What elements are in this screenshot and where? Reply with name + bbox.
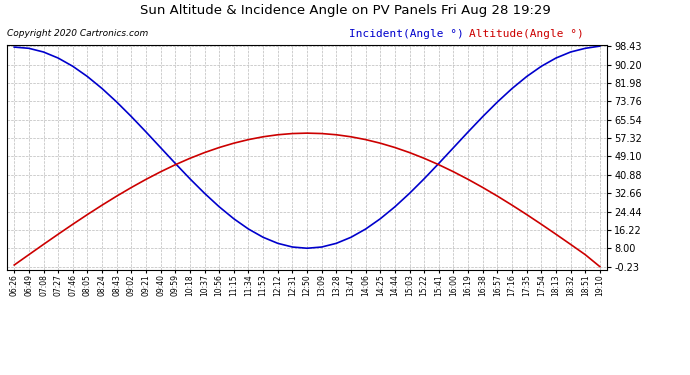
- Text: Altitude(Angle °): Altitude(Angle °): [469, 29, 584, 39]
- Text: Incident(Angle °): Incident(Angle °): [349, 29, 464, 39]
- Text: Sun Altitude & Incidence Angle on PV Panels Fri Aug 28 19:29: Sun Altitude & Incidence Angle on PV Pan…: [139, 4, 551, 17]
- Text: Copyright 2020 Cartronics.com: Copyright 2020 Cartronics.com: [7, 29, 148, 38]
